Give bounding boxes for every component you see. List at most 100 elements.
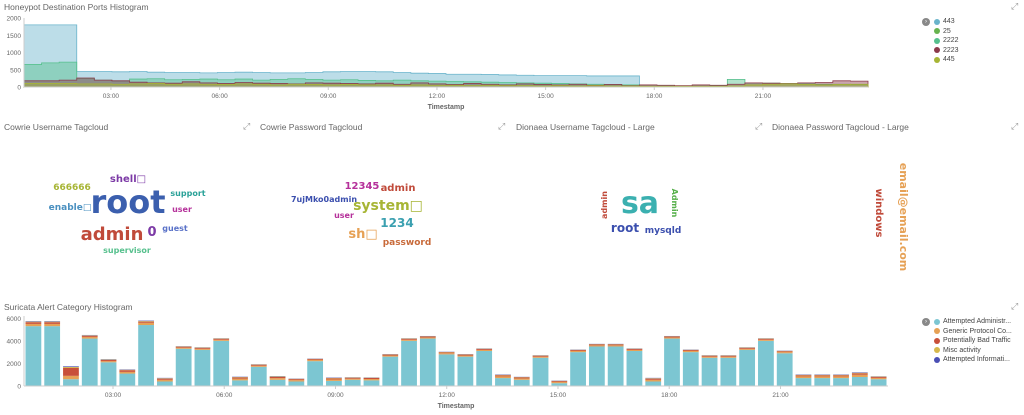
bar-segment	[401, 338, 417, 340]
expand-icon[interactable]: ⤢	[243, 121, 251, 131]
expand-icon[interactable]: ⤢	[1011, 121, 1019, 131]
legend-entry[interactable]: 2222	[934, 36, 959, 46]
x-tick-label: 09:00	[327, 392, 344, 399]
bar-segment	[307, 361, 324, 386]
area-series-2222	[23, 61, 869, 88]
tag-word[interactable]: user	[172, 205, 192, 214]
bar-segment	[814, 376, 831, 379]
bar-segment	[438, 352, 455, 354]
bar-segment	[870, 376, 887, 378]
dionaea-password-title: Dionaea Password Tagcloud - Large	[772, 122, 909, 132]
legend-swatch	[934, 37, 940, 44]
tag-word[interactable]: windows	[873, 188, 884, 237]
tag-word[interactable]: enable□	[49, 203, 92, 213]
bar-segment	[720, 355, 737, 357]
bar-segment	[720, 356, 737, 358]
expand-icon[interactable]: ⤢	[1011, 301, 1019, 311]
legend-entry[interactable]: Generic Protocol Co...	[934, 327, 1012, 337]
bar-segment	[457, 354, 474, 356]
bar-segment	[758, 340, 774, 386]
bar-segment	[63, 379, 79, 386]
tag-word[interactable]: mysqld	[645, 226, 682, 236]
tag-word[interactable]: admin	[600, 191, 609, 219]
legend-swatch	[934, 18, 940, 25]
y-tick-label: 500	[10, 67, 21, 74]
legend-entry[interactable]: Attempted Administr...	[934, 317, 1012, 327]
bar-segment	[795, 375, 812, 377]
tag-word[interactable]: root	[611, 221, 639, 235]
bar-segment	[232, 377, 248, 379]
legend-entry[interactable]: 25	[934, 27, 959, 37]
bar-segment	[382, 354, 399, 356]
bar-segment	[776, 352, 793, 354]
bar-segment	[570, 352, 586, 386]
bar-segment	[588, 346, 605, 386]
bar-segment	[344, 377, 361, 379]
legend-label: 443	[943, 18, 955, 26]
expand-icon[interactable]: ⤢	[498, 121, 506, 131]
tag-word[interactable]: supervisor	[103, 246, 151, 255]
bar-segment	[269, 378, 286, 380]
tag-word[interactable]: 1234	[380, 216, 413, 230]
bar-segment	[457, 356, 474, 386]
chevron-right-icon[interactable]: ›	[922, 318, 930, 326]
y-tick-label: 1000	[7, 50, 22, 57]
bar-segment	[645, 378, 662, 380]
bar-segment	[626, 351, 643, 386]
tag-word[interactable]: root	[90, 183, 165, 221]
bar-segment	[645, 379, 662, 382]
tag-word[interactable]: admin	[81, 224, 144, 245]
legend-label: 445	[943, 56, 955, 64]
expand-icon[interactable]: ⤢	[755, 121, 763, 131]
tag-word[interactable]: Admin	[670, 189, 679, 218]
y-tick-label: 2000	[7, 16, 22, 23]
tag-word[interactable]: admin	[381, 183, 416, 194]
chevron-right-icon[interactable]: ›	[922, 18, 930, 26]
bar-segment	[607, 345, 624, 347]
bar-segment	[44, 322, 61, 324]
bar-segment	[758, 338, 774, 340]
expand-icon[interactable]: ⤢	[1011, 1, 1019, 11]
tag-word[interactable]: 12345	[345, 181, 380, 192]
tag-word[interactable]: support	[170, 189, 205, 198]
bar-segment	[457, 355, 474, 357]
tag-word[interactable]: shell□	[110, 174, 146, 185]
bar-segment	[739, 349, 756, 386]
bar-segment	[194, 349, 211, 386]
bar-segment	[175, 347, 192, 349]
bar-segment	[551, 382, 568, 384]
tag-word[interactable]: password	[383, 238, 432, 248]
y-tick-label: 0	[17, 85, 21, 92]
legend-entry[interactable]: 445	[934, 55, 959, 65]
tag-word[interactable]: sh□	[348, 227, 377, 242]
tag-word[interactable]: email@email.com	[897, 163, 910, 272]
tag-word[interactable]: guest	[162, 224, 188, 233]
bar-segment	[382, 355, 399, 357]
bar-segment	[194, 348, 211, 350]
tag-word[interactable]: user	[334, 211, 354, 220]
bar-segment	[44, 326, 61, 386]
bar-segment	[607, 344, 624, 346]
tag-word[interactable]: 7ujMko0admin	[291, 195, 357, 204]
legend-entry[interactable]: 2223	[934, 46, 959, 56]
legend-entry[interactable]: Attempted Informati...	[934, 355, 1012, 365]
legend-label: Generic Protocol Co...	[943, 327, 1012, 335]
bar-segment	[288, 379, 305, 381]
bar-segment	[25, 323, 42, 327]
bar-segment	[307, 359, 324, 361]
bar-segment	[363, 379, 380, 381]
tag-word[interactable]: system□	[353, 198, 423, 214]
bar-segment	[626, 348, 643, 350]
tag-word[interactable]: sa	[621, 186, 659, 221]
bar-segment	[344, 379, 361, 386]
bar-segment	[25, 322, 42, 324]
bar-segment	[795, 376, 812, 379]
legend-entry[interactable]: Misc activity	[934, 346, 1012, 356]
tag-word[interactable]: 666666	[53, 183, 91, 193]
bar-segment	[382, 356, 399, 386]
x-axis-label: Timestamp	[438, 403, 475, 410]
tag-word[interactable]: 0	[147, 225, 156, 240]
legend-entry[interactable]: 443	[934, 17, 959, 27]
legend-entry[interactable]: Potentially Bad Traffic	[934, 336, 1012, 346]
